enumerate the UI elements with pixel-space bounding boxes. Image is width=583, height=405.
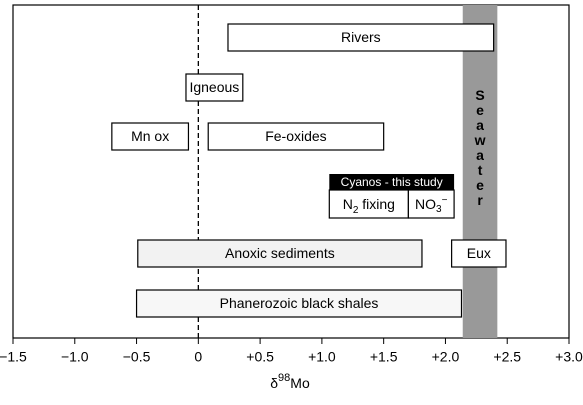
- bar-label: Igneous: [189, 79, 239, 95]
- cyanos-label-part: −: [442, 195, 448, 206]
- bar-label: Phanerozoic black shales: [220, 295, 379, 311]
- cyanos-label-part: 3: [436, 204, 442, 215]
- x-tick-label: 0: [194, 349, 202, 365]
- plot-frame: [12, 4, 570, 339]
- x-tick-label: −0.5: [123, 349, 151, 365]
- cyanos-label-part: 2: [353, 205, 359, 216]
- bar-label: Fe-oxides: [265, 128, 326, 144]
- seawater-letter: t: [478, 162, 483, 178]
- seawater-letter: e: [476, 102, 484, 118]
- cyanos-title: Cyanos - this study: [341, 175, 443, 189]
- x-tick-label: +0.5: [246, 349, 274, 365]
- x-axis-label-part: Mo: [290, 375, 310, 391]
- cyanos-label-part: NO: [415, 196, 436, 212]
- bar-label: Mn ox: [131, 128, 169, 144]
- seawater-letter: a: [476, 117, 484, 133]
- x-axis-label: δ98Mo: [270, 372, 310, 391]
- x-tick-label: −1.0: [61, 349, 89, 365]
- range-bar: [451, 239, 507, 268]
- range-bar: [227, 23, 495, 52]
- x-tick-label: +2.0: [432, 349, 460, 365]
- bar-label: Anoxic sediments: [225, 245, 335, 261]
- x-axis-label-part: 98: [278, 372, 290, 384]
- seawater-letter: a: [476, 147, 484, 163]
- bar-label: Rivers: [341, 29, 381, 45]
- cyanos-label: NO3−: [415, 195, 448, 215]
- x-axis-label-part: δ: [270, 375, 278, 391]
- x-tick-label: −1.5: [0, 349, 27, 365]
- cyanos-label-part: N: [343, 196, 353, 212]
- cyanos-bar: [328, 189, 409, 219]
- seawater-letter: r: [477, 192, 483, 208]
- cyanos-header: [329, 174, 455, 190]
- range-bar: [135, 289, 463, 318]
- seawater-letter: e: [476, 177, 484, 193]
- x-tick-label: +1.0: [308, 349, 336, 365]
- seawater-band: [462, 5, 498, 338]
- bar-label: Eux: [467, 245, 491, 261]
- cyanos-bar: [407, 189, 455, 219]
- seawater-letter: S: [475, 87, 484, 103]
- cyanos-label-part: fixing: [358, 196, 395, 212]
- range-bar: [207, 122, 385, 151]
- x-tick-label: +3.0: [555, 349, 583, 365]
- seawater-letter: w: [474, 132, 486, 148]
- range-bar: [185, 73, 244, 102]
- x-tick-label: +2.5: [493, 349, 521, 365]
- cyanos-label: N2 fixing: [343, 196, 395, 216]
- x-tick-label: +1.5: [370, 349, 398, 365]
- range-bar: [137, 239, 423, 268]
- range-bar: [111, 122, 190, 151]
